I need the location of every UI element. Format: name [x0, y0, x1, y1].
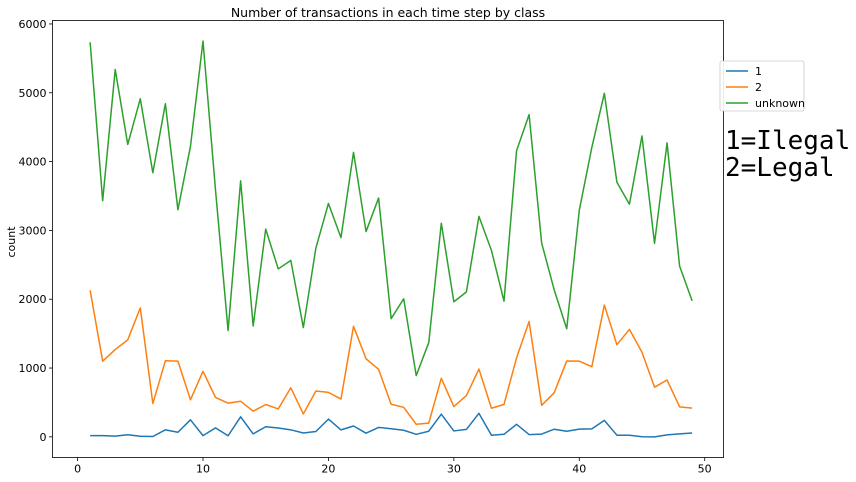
y-tick-label: 5000 [19, 87, 47, 100]
series-line-1 [90, 412, 693, 438]
legend: 1 2 unknown [719, 60, 805, 112]
y-tick-label: 1000 [19, 362, 47, 375]
x-tick-label: 0 [74, 463, 81, 476]
legend-box [719, 60, 805, 112]
class-note-line-1: 1=Ilegal [725, 126, 850, 156]
y-tick-label: 6000 [19, 18, 47, 31]
x-tick-label: 50 [698, 463, 712, 476]
series-layer [89, 40, 693, 438]
x-tick-label: 20 [321, 463, 335, 476]
series-line-2 [89, 290, 693, 426]
y-tick-label: 0 [40, 431, 47, 444]
series-line-unknown [89, 40, 693, 377]
legend-label-2: 2 [755, 81, 762, 94]
x-tick-label: 40 [572, 463, 586, 476]
chart-title: Number of transactions in each time step… [231, 5, 545, 20]
y-axis-ticks: 0 1000 2000 3000 4000 5000 6000 [19, 18, 53, 444]
y-tick-label: 4000 [19, 156, 47, 169]
y-tick-label: 2000 [19, 293, 47, 306]
legend-label-1: 1 [755, 65, 762, 78]
legend-label-unknown: unknown [755, 97, 805, 110]
x-tick-label: 10 [196, 463, 210, 476]
y-tick-label: 3000 [19, 224, 47, 237]
class-note-line-2: 2=Legal [725, 153, 835, 183]
plot-area-frame [52, 20, 724, 458]
x-tick-label: 30 [447, 463, 461, 476]
y-axis-label: count [5, 226, 18, 258]
x-axis-ticks: 0 10 20 30 40 50 [74, 457, 712, 476]
